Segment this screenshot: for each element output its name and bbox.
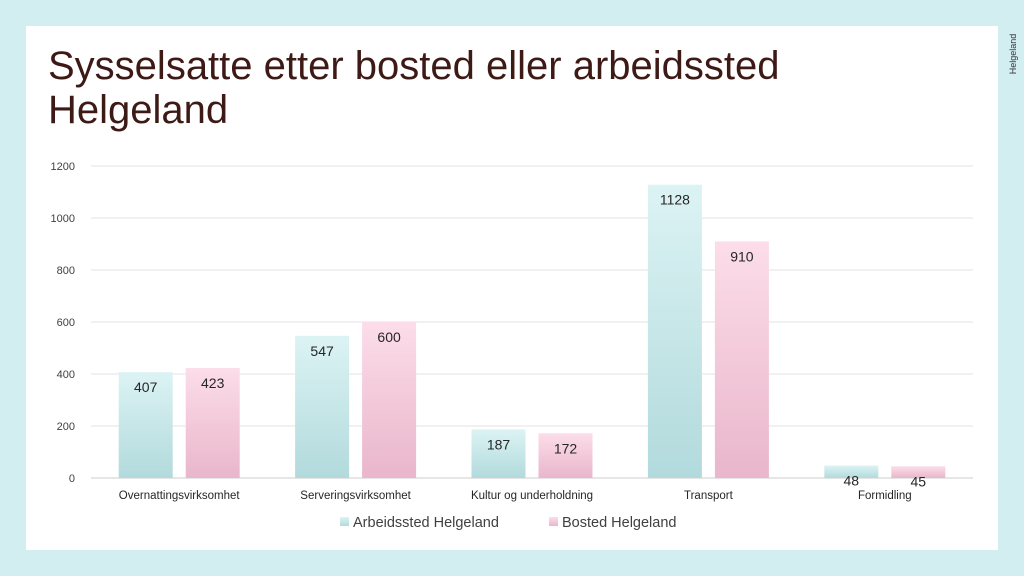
bar [714, 241, 769, 478]
data-label: 172 [554, 440, 578, 456]
bar [891, 466, 946, 478]
y-tick-label: 200 [57, 421, 75, 433]
x-tick-label: Transport [684, 490, 734, 502]
y-tick-label: 1200 [51, 161, 75, 173]
chart-title: Sysselsatte etter bosted eller arbeidsst… [48, 44, 948, 132]
data-label: 423 [201, 375, 225, 391]
chart-title-line-1: Sysselsatte etter bosted eller arbeidsst… [48, 44, 780, 88]
x-tick-label: Overnattingsvirksomhet [119, 490, 241, 502]
data-label: 45 [911, 473, 927, 489]
legend-swatch [549, 517, 558, 526]
x-tick-label: Serveringsvirksomhet [300, 490, 411, 502]
bar [118, 372, 173, 478]
y-tick-label: 600 [57, 317, 75, 329]
data-label: 187 [487, 436, 511, 452]
y-tick-label: 800 [57, 265, 75, 277]
bar [185, 368, 240, 478]
y-axis-tick-labels: 0 200 400 600 800 1000 1200 [51, 161, 75, 485]
bar [362, 322, 417, 478]
x-tick-label: Formidling [858, 490, 912, 502]
data-label: 600 [377, 329, 401, 345]
legend-label: Arbeidssted Helgeland [353, 515, 499, 531]
data-label: 1128 [660, 192, 690, 208]
y-tick-label: 1000 [51, 213, 75, 225]
data-labels: 407 423 547 600 187 172 1128 910 48 45 [134, 192, 926, 490]
y-tick-label: 400 [57, 369, 75, 381]
bar [295, 335, 350, 478]
legend-label: Bosted Helgeland [562, 515, 676, 531]
bar [647, 184, 702, 478]
x-tick-label: Kultur og underholdning [471, 490, 593, 502]
legend: Arbeidssted Helgeland Bosted Helgeland [340, 515, 676, 531]
x-axis-tick-labels: Overnattingsvirksomhet Serveringsvirksomh… [119, 490, 912, 502]
y-tick-label: 0 [69, 473, 75, 485]
chart-title-line-2: Helgeland [48, 88, 229, 132]
bars [118, 184, 946, 478]
bar [471, 429, 526, 478]
data-label: 910 [730, 248, 754, 264]
data-label: 407 [134, 379, 158, 395]
bar [538, 433, 593, 478]
legend-swatch [340, 517, 349, 526]
data-label: 48 [844, 473, 860, 489]
data-label: 547 [310, 343, 334, 359]
bar [824, 465, 879, 478]
